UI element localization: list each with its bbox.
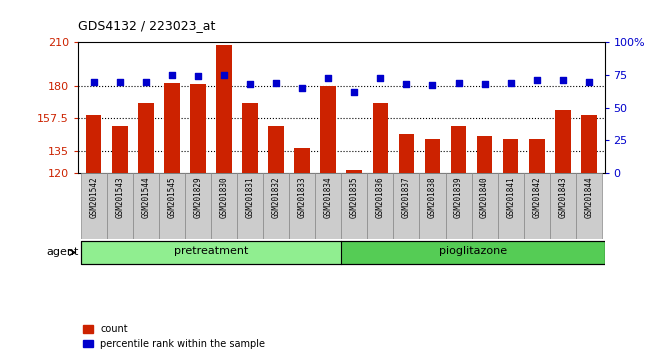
Bar xyxy=(477,136,493,173)
Point xyxy=(88,79,99,84)
Bar xyxy=(190,84,205,173)
Text: GSM201833: GSM201833 xyxy=(298,176,307,218)
Text: GSM201842: GSM201842 xyxy=(532,176,541,218)
Bar xyxy=(237,173,263,239)
Text: GSM201839: GSM201839 xyxy=(454,176,463,218)
Bar xyxy=(450,126,466,173)
Text: GSM201544: GSM201544 xyxy=(141,176,150,218)
Bar xyxy=(289,173,315,239)
Bar xyxy=(211,173,237,239)
Text: pioglitazone: pioglitazone xyxy=(439,246,507,256)
Text: GSM201832: GSM201832 xyxy=(272,176,281,218)
Bar xyxy=(185,173,211,239)
Text: pretreatment: pretreatment xyxy=(174,246,248,256)
Text: GSM201840: GSM201840 xyxy=(480,176,489,218)
Bar xyxy=(159,173,185,239)
Point xyxy=(271,80,281,86)
Bar xyxy=(398,133,414,173)
Point xyxy=(401,81,411,87)
Point xyxy=(375,75,385,80)
Point xyxy=(506,80,516,86)
Bar xyxy=(81,241,341,264)
Text: GSM201834: GSM201834 xyxy=(324,176,333,218)
Bar xyxy=(216,45,232,173)
Text: agent: agent xyxy=(47,247,79,257)
Point xyxy=(297,85,307,91)
Bar xyxy=(524,173,550,239)
Point xyxy=(192,74,203,79)
Bar xyxy=(294,148,310,173)
Bar xyxy=(263,173,289,239)
Text: GSM201542: GSM201542 xyxy=(89,176,98,218)
Text: GSM201829: GSM201829 xyxy=(194,176,202,218)
Bar xyxy=(112,126,127,173)
Bar xyxy=(341,173,367,239)
Text: GSM201836: GSM201836 xyxy=(376,176,385,218)
Text: GSM201830: GSM201830 xyxy=(220,176,228,218)
Point xyxy=(532,78,542,83)
Bar xyxy=(529,139,545,173)
Bar xyxy=(315,173,341,239)
Point xyxy=(584,79,594,84)
Text: GSM201844: GSM201844 xyxy=(584,176,593,218)
Bar xyxy=(367,173,393,239)
Bar xyxy=(341,241,604,264)
Point xyxy=(140,79,151,84)
Point xyxy=(349,89,359,95)
Bar xyxy=(498,173,524,239)
Text: GSM201543: GSM201543 xyxy=(115,176,124,218)
Text: GSM201843: GSM201843 xyxy=(558,176,567,218)
Bar xyxy=(581,115,597,173)
Text: GDS4132 / 223023_at: GDS4132 / 223023_at xyxy=(78,19,215,32)
Point xyxy=(245,81,255,87)
Text: GSM201837: GSM201837 xyxy=(402,176,411,218)
Bar xyxy=(424,139,440,173)
Text: GSM201545: GSM201545 xyxy=(167,176,176,218)
Bar xyxy=(81,173,107,239)
Bar xyxy=(555,110,571,173)
Text: GSM201835: GSM201835 xyxy=(350,176,359,218)
Bar xyxy=(445,173,471,239)
Bar xyxy=(419,173,445,239)
Point xyxy=(114,79,125,84)
Point xyxy=(558,78,568,83)
Text: GSM201831: GSM201831 xyxy=(246,176,255,218)
Point xyxy=(166,72,177,78)
Bar xyxy=(133,173,159,239)
Bar xyxy=(471,173,498,239)
Legend: count, percentile rank within the sample: count, percentile rank within the sample xyxy=(83,324,265,349)
Point xyxy=(453,80,463,86)
Bar xyxy=(372,103,388,173)
Bar xyxy=(242,103,258,173)
Bar xyxy=(268,126,284,173)
Text: GSM201838: GSM201838 xyxy=(428,176,437,218)
Point xyxy=(480,81,490,87)
Bar xyxy=(550,173,576,239)
Point xyxy=(219,72,229,78)
Text: GSM201841: GSM201841 xyxy=(506,176,515,218)
Point xyxy=(427,82,437,88)
Bar xyxy=(576,173,602,239)
Bar xyxy=(107,173,133,239)
Bar xyxy=(86,115,101,173)
Point xyxy=(323,75,333,80)
Bar xyxy=(503,139,519,173)
Bar xyxy=(164,83,179,173)
Bar xyxy=(138,103,153,173)
Bar xyxy=(393,173,419,239)
Bar xyxy=(320,86,336,173)
Bar xyxy=(346,170,362,173)
